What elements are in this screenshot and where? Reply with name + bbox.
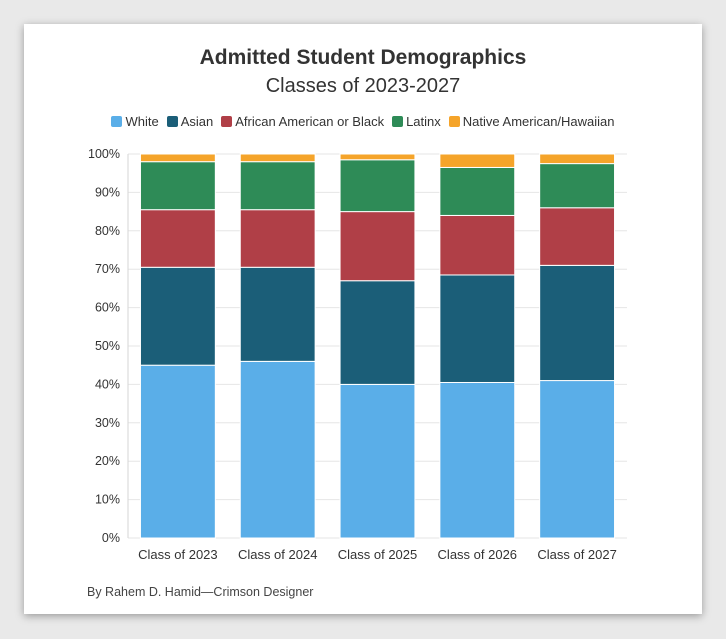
bar-segment	[339, 383, 416, 539]
legend-swatch	[111, 116, 123, 127]
legend-label: Native American/Hawaiian	[462, 114, 615, 129]
bar-segment	[439, 153, 516, 168]
bar-segment	[139, 161, 216, 211]
legend-item[interactable]: Asian	[166, 114, 214, 129]
bar-segment	[539, 153, 616, 165]
legend-item[interactable]: Native American/Hawaiian	[448, 114, 615, 129]
x-tick-label: Class of 2027	[537, 547, 617, 562]
y-tick-label: 30%	[95, 416, 120, 430]
bar-segment	[539, 207, 616, 266]
y-tick-label: 50%	[95, 339, 120, 353]
bar-segment	[339, 211, 416, 282]
bar-segment	[539, 163, 616, 209]
bar-segment	[439, 166, 516, 216]
y-tick-label: 0%	[102, 531, 120, 545]
chart-subtitle: Classes of 2023-2027	[265, 75, 461, 97]
legend-label: Latinx	[406, 114, 441, 129]
bar-segment	[139, 364, 216, 539]
bar-segment	[439, 274, 516, 383]
x-tick-label: Class of 2026	[438, 547, 518, 562]
bar-segment	[239, 209, 316, 268]
bar-segment	[339, 159, 416, 213]
legend-label: White	[125, 114, 159, 129]
y-tick-label: 10%	[95, 493, 120, 507]
bar-segment	[339, 280, 416, 385]
bar-segment	[439, 381, 516, 539]
bar-segment	[139, 209, 216, 268]
bar-segment	[139, 266, 216, 366]
y-tick-label: 40%	[95, 377, 120, 391]
y-tick-label: 80%	[95, 224, 120, 238]
bar-segment	[239, 266, 316, 362]
x-tick-label: Class of 2023	[138, 547, 218, 562]
bar-segment	[539, 380, 616, 539]
y-tick-label: 90%	[95, 185, 120, 199]
chart-title: Admitted Student Demographics	[199, 46, 527, 69]
legend-swatch	[221, 116, 233, 127]
legend-label: African American or Black	[235, 114, 385, 129]
legend-label: Asian	[180, 114, 214, 129]
legend-swatch	[166, 116, 178, 127]
y-tick-label: 60%	[95, 301, 120, 315]
y-tick-label: 70%	[95, 262, 120, 276]
bar-segment	[239, 360, 316, 539]
legend-item[interactable]: African American or Black	[221, 114, 384, 129]
bar-segment	[439, 214, 516, 276]
bar-segment	[239, 153, 316, 163]
bar-segment	[239, 161, 316, 211]
chart-legend: White Asian African American or Black Latin…	[0, 114, 726, 129]
bar-segment	[139, 153, 216, 163]
legend-item[interactable]: Latinx	[392, 114, 441, 129]
legend-item[interactable]: White	[111, 114, 159, 129]
bar-segment	[339, 153, 416, 161]
legend-swatch	[392, 116, 404, 127]
y-tick-label: 20%	[95, 454, 120, 468]
x-tick-label: Class of 2024	[238, 547, 318, 562]
credit-line: By Rahem D. Hamid—Crimson Designer	[87, 585, 314, 599]
x-tick-label: Class of 2025	[338, 547, 418, 562]
y-tick-label: 100%	[88, 147, 120, 161]
bar-segment	[539, 264, 616, 382]
legend-swatch	[448, 116, 460, 127]
